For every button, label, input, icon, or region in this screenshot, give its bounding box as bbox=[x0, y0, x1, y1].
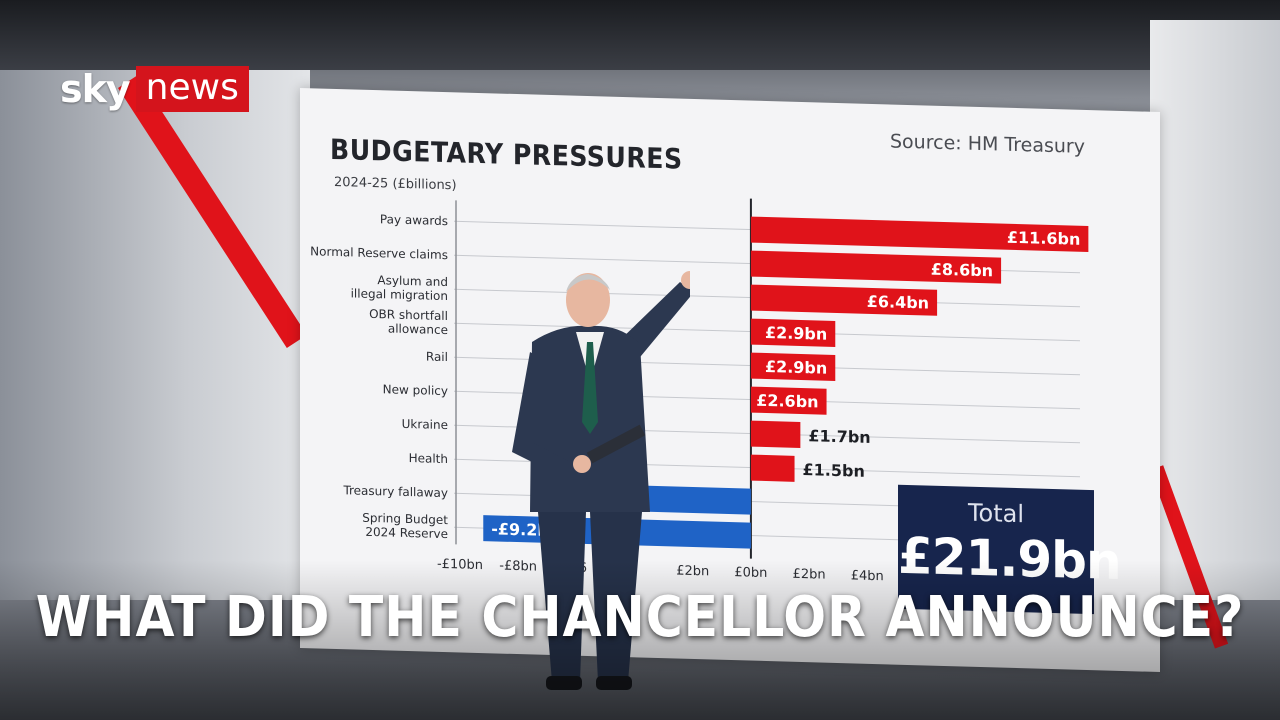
bar-positive bbox=[750, 386, 827, 415]
studio-right-wall bbox=[1150, 20, 1280, 660]
data-label: £2.9bn bbox=[765, 357, 827, 378]
category-label: OBR shortfallallowance bbox=[369, 307, 448, 337]
data-label: £11.6bn bbox=[1007, 228, 1080, 249]
studio-ceiling bbox=[0, 0, 1280, 70]
logo-sky-text: sky bbox=[60, 67, 131, 111]
bar-positive bbox=[750, 216, 1089, 253]
presenter bbox=[512, 271, 690, 690]
category-label: Pay awards bbox=[380, 212, 448, 228]
category-label: Normal Reserve claims bbox=[310, 244, 448, 262]
bar-positive bbox=[750, 420, 801, 448]
bar-chart: Pay awards Normal Reserve claims Asylum an… bbox=[310, 198, 1089, 586]
bar-positive bbox=[750, 250, 1002, 284]
category-label: Spring Budget2024 Reserve bbox=[362, 511, 448, 541]
data-label: £2.9bn bbox=[765, 323, 827, 344]
headline-caption: WHAT DID THE CHANCELLOR ANNOUNCE? bbox=[35, 585, 1245, 650]
category-label: Ukraine bbox=[402, 417, 448, 432]
x-tick-label: £2bn bbox=[676, 564, 709, 580]
data-label: £2.6bn bbox=[756, 391, 818, 412]
x-tick-label: -£10bn bbox=[437, 557, 483, 573]
category-label: Rail bbox=[426, 350, 448, 365]
bar-positive bbox=[750, 318, 836, 347]
x-tick-label: £2bn bbox=[793, 567, 826, 583]
data-label: £6.4bn bbox=[867, 292, 929, 313]
sky-news-logo: sky news bbox=[60, 66, 249, 112]
chart-screen: BUDGETARY PRESSURES 2024-25 (£billions) … bbox=[300, 88, 1160, 673]
bar-positive bbox=[750, 454, 795, 482]
category-label: Asylum andillegal migration bbox=[351, 272, 448, 303]
bar-positive bbox=[750, 352, 836, 381]
category-label: Treasury fallaway bbox=[342, 483, 448, 500]
category-label: New policy bbox=[383, 382, 448, 398]
data-label: £1.7bn bbox=[808, 426, 870, 447]
x-tick-label: £0bn bbox=[734, 565, 767, 581]
category-label: Health bbox=[409, 451, 448, 466]
headline-shade bbox=[0, 560, 1280, 720]
data-label: £8.6bn bbox=[931, 260, 993, 281]
logo-news-text: news bbox=[135, 66, 249, 112]
x-tick-label: -£8bn bbox=[499, 559, 537, 575]
x-tick-label: £4bn bbox=[851, 568, 884, 584]
studio-left-wall bbox=[0, 70, 310, 630]
data-label: £1.5bn bbox=[803, 460, 865, 481]
total-label: Total bbox=[967, 498, 1025, 529]
bar-positive bbox=[750, 284, 938, 316]
